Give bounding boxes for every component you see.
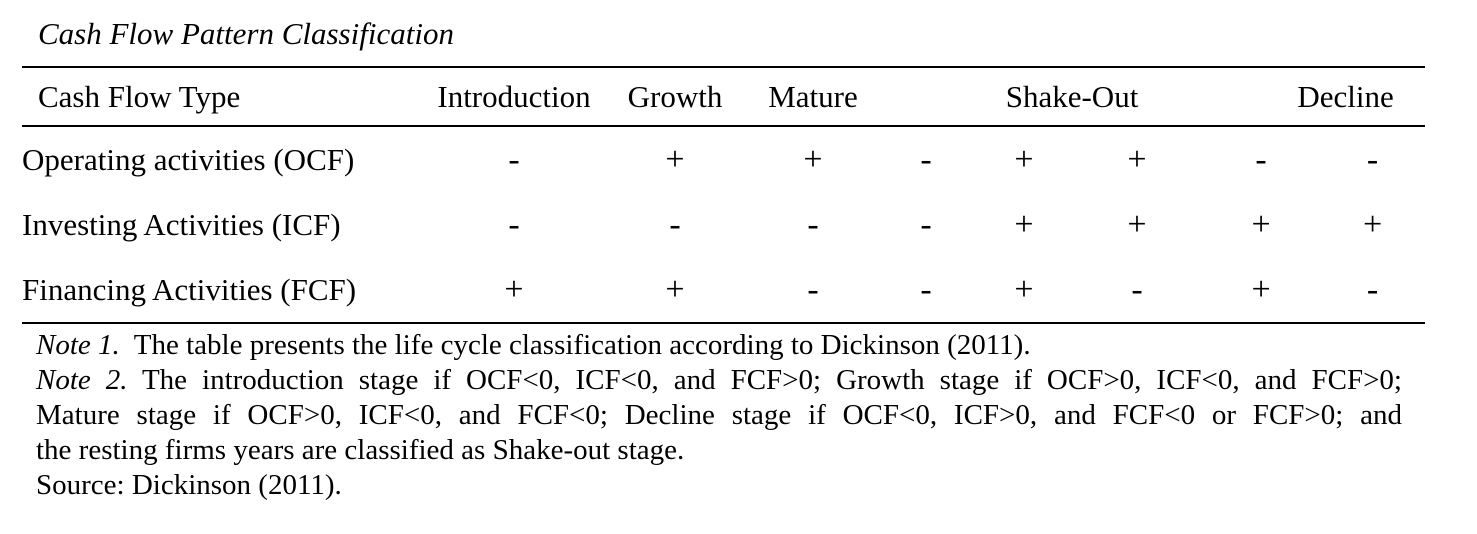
- source-line: Source: Dickinson (2011).: [36, 468, 1402, 503]
- table-header-row: Cash Flow Type Introduction Growth Matur…: [22, 67, 1426, 127]
- sign-cell: -: [807, 205, 819, 243]
- sign-cell: -: [1072, 257, 1203, 324]
- sign-cell: +: [600, 257, 750, 324]
- sign-cell: +: [1014, 140, 1034, 178]
- sign-cell: +: [1251, 205, 1271, 243]
- note-2-line-3: the resting firms years are classified a…: [36, 433, 1402, 468]
- note-2-text-1: The introduction stage if OCF<0, ICF<0, …: [141, 364, 1402, 396]
- sign-cell: +: [665, 140, 685, 178]
- header-growth: Growth: [600, 67, 750, 127]
- header-decline: Decline: [1202, 67, 1426, 127]
- notes-section: Note 1. The table presents the life cycle…: [36, 328, 1402, 503]
- sign-cell: +: [1127, 205, 1147, 243]
- sign-cell: +: [1014, 205, 1034, 243]
- header-shake-out: Shake-Out: [876, 67, 1203, 127]
- note-2-label: Note 2.: [36, 364, 128, 396]
- note-2-text-3: the resting firms years are classified a…: [36, 434, 685, 466]
- sign-cell: -: [750, 257, 876, 324]
- cashflow-pattern-table: Cash Flow Type Introduction Growth Matur…: [22, 66, 1426, 324]
- note-1: Note 1. The table presents the life cycle…: [36, 328, 1402, 363]
- note-1-text: The table presents the life cycle classi…: [133, 329, 1031, 361]
- header-introduction: Introduction: [428, 67, 600, 127]
- sign-cell: -: [876, 257, 976, 324]
- table-row-ocf: Operating activities (OCF) - + + - + + -…: [22, 126, 1425, 192]
- sign-cell: -: [1366, 140, 1379, 178]
- sign-cell: +: [1362, 205, 1383, 243]
- sign-cell: -: [669, 205, 681, 243]
- row-label-icf: Investing Activities (ICF): [22, 206, 341, 242]
- sign-cell: +: [976, 257, 1072, 324]
- note-2-line-1: Note 2. The introduction stage if OCF<0,…: [36, 363, 1402, 398]
- table-row-icf: Investing Activities (ICF) - - - - + + +…: [22, 192, 1425, 257]
- note-2-line-2: Mature stage if OCF>0, ICF<0, and FCF<0;…: [36, 398, 1402, 433]
- row-label-fcf: Financing Activities (FCF): [22, 257, 428, 324]
- sign-cell: +: [1202, 257, 1321, 324]
- sign-cell: -: [508, 205, 520, 243]
- sign-cell: -: [1320, 257, 1426, 324]
- sign-cell: -: [508, 140, 520, 178]
- note-1-label: Note 1.: [36, 329, 120, 361]
- header-cash-flow-type: Cash Flow Type: [22, 67, 428, 127]
- sign-cell: +: [428, 257, 600, 324]
- sign-cell: -: [920, 205, 932, 243]
- header-mature: Mature: [750, 67, 876, 127]
- table-row-fcf: Financing Activities (FCF) + + - - + - +…: [22, 257, 1426, 324]
- sign-cell: -: [1255, 140, 1267, 178]
- row-label-ocf: Operating activities (OCF): [22, 141, 355, 177]
- source-text: Source: Dickinson (2011).: [36, 469, 342, 501]
- note-2-text-2: Mature stage if OCF>0, ICF<0, and FCF<0;…: [36, 399, 1402, 431]
- sign-cell: +: [803, 140, 823, 178]
- sign-cell: -: [920, 140, 932, 178]
- table-title: Cash Flow Pattern Classification: [38, 16, 454, 51]
- sign-cell: +: [1127, 140, 1147, 178]
